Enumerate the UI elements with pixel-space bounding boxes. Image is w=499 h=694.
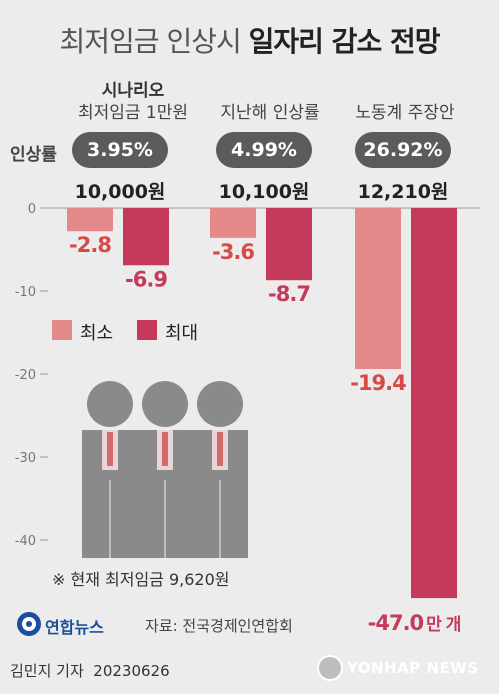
scenario-header-top: 시나리오 xyxy=(101,81,165,101)
bar-max xyxy=(411,208,457,599)
title-normal: 최저임금 인상시 xyxy=(59,25,242,58)
wage-1: 10,000원 xyxy=(74,181,166,203)
scenario-header-3: 노동계 주장안 xyxy=(355,103,455,123)
yonhap-logo-icon xyxy=(17,612,41,636)
value-label: -2.8 xyxy=(69,233,111,257)
bar-max xyxy=(266,208,312,281)
value-label: -19.4 xyxy=(350,371,406,395)
y-tick-label: -40 xyxy=(15,534,36,549)
scenario-header-2: 지난해 인상률 xyxy=(220,103,320,123)
watermark: YONHAP NEWS xyxy=(347,659,479,677)
legend-min-label: 최소 xyxy=(80,323,114,344)
rate-label: 인상률 xyxy=(10,145,57,165)
wage-3: 12,210원 xyxy=(357,181,449,203)
y-tick-label: -20 xyxy=(15,368,36,383)
footnote: ※ 현재 최저임금 9,620원 xyxy=(52,570,230,589)
y-tick-label: -10 xyxy=(15,285,36,300)
legend-max-label: 최대 xyxy=(165,323,199,344)
bar-min xyxy=(210,208,256,238)
bars xyxy=(67,208,457,599)
source-text: 자료: 전국경제인연합회 xyxy=(145,617,293,635)
bar-max xyxy=(123,208,169,266)
scenario-header-1: 최저임금 1만원 xyxy=(77,103,189,123)
wage-2: 10,100원 xyxy=(218,181,310,203)
value-labels: -2.8 -3.6 -19.4 -6.9 -8.7 -47.0 만 개 xyxy=(69,233,462,635)
watermark-icon xyxy=(317,655,343,681)
byline: 김민지 기자 20230626 xyxy=(10,662,170,680)
value-label: -47.0 만 개 xyxy=(368,611,461,635)
rate-pill-2: 4.99% xyxy=(216,132,312,168)
value-label: -6.9 xyxy=(125,267,167,291)
people-illustration xyxy=(82,381,248,558)
value-label: -8.7 xyxy=(268,282,310,306)
page-title: 최저임금 인상시 일자리 감소 전망 xyxy=(0,20,499,60)
rate-pill-3: 26.92% xyxy=(355,132,451,168)
legend-min-swatch xyxy=(52,320,72,340)
rate-pill-1: 3.95% xyxy=(72,132,168,168)
y-tick-label: -30 xyxy=(15,451,36,466)
person-icon xyxy=(82,381,138,558)
bar-min xyxy=(355,208,401,370)
person-icon xyxy=(137,381,193,558)
unit-suffix: 만 개 xyxy=(426,615,461,635)
title-bold: 일자리 감소 전망 xyxy=(248,25,441,58)
person-icon xyxy=(192,381,248,558)
y-axis: 0 -10 -20 -30 -40 xyxy=(15,202,480,549)
legend-max-swatch xyxy=(137,320,157,340)
value-label: -3.6 xyxy=(212,240,254,264)
bar-min xyxy=(67,208,113,232)
y-tick-label: 0 xyxy=(28,202,36,217)
yonhap-logo-text: 연합뉴스 xyxy=(45,618,104,637)
